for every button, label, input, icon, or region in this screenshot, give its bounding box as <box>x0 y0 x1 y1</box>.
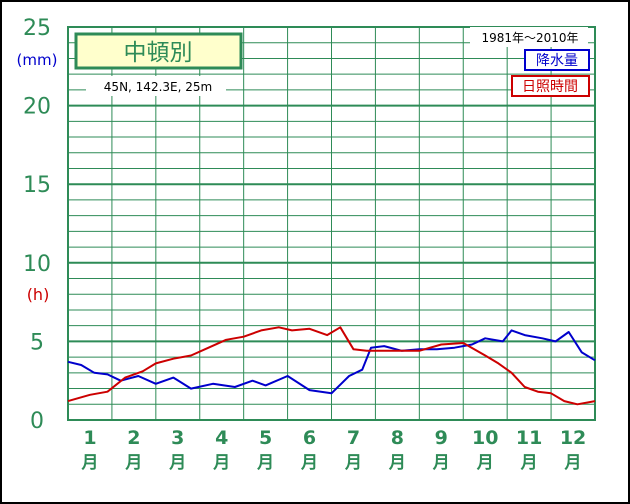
x-tick-month-suffix: 月 <box>80 453 98 473</box>
precipitation-line <box>67 329 596 395</box>
x-tick-month-number: 2 <box>127 427 140 449</box>
x-tick-month-number: 11 <box>516 427 542 449</box>
y-tick-label: 15 <box>23 173 51 198</box>
x-tick-month-number: 1 <box>83 427 96 449</box>
series-lines <box>67 326 596 406</box>
x-tick-month-number: 3 <box>171 427 184 449</box>
x-tick-month-number: 5 <box>259 427 272 449</box>
x-tick-month-suffix: 月 <box>212 453 230 473</box>
y-tick-label: 10 <box>23 252 51 277</box>
y-tick-label: 20 <box>23 95 51 120</box>
x-tick-month-number: 7 <box>347 427 360 449</box>
y-tick-label: 25 <box>23 16 51 41</box>
x-tick-month-number: 4 <box>215 427 228 449</box>
y-tick-label: 5 <box>30 330 44 355</box>
x-tick-month-number: 12 <box>560 427 586 449</box>
precip-unit-label: (mm) <box>17 51 58 69</box>
x-tick-month-suffix: 月 <box>476 453 494 473</box>
legend-precip-label: 降水量 <box>536 53 578 69</box>
x-axis-ticks: 1 月 2 月 3 月 4 月 5 月 6 月 7 月 8 月 9 月 10 月 11 月 12 月 <box>80 427 586 473</box>
x-tick-month-suffix: 月 <box>564 453 582 473</box>
x-tick-month-suffix: 月 <box>344 453 362 473</box>
legend-precip-box <box>524 49 590 71</box>
location-label: 45N, 142.3E, 25m <box>104 80 212 94</box>
x-tick-month-suffix: 月 <box>300 453 318 473</box>
period-label-bg <box>470 27 588 47</box>
sun-unit-label: (h) <box>27 285 50 304</box>
x-tick-month-suffix: 月 <box>388 453 406 473</box>
x-tick-month-number: 10 <box>472 427 498 449</box>
legend-sun-label: 日照時間 <box>522 79 578 95</box>
y-axis-ticks: 0 5 10 15 20 25 <box>23 16 51 434</box>
x-tick-month-suffix: 月 <box>432 453 450 473</box>
station-title: 中頓別 <box>124 40 193 66</box>
station-title-box <box>74 32 243 70</box>
x-tick-month-number: 6 <box>303 427 316 449</box>
x-tick-month-number: 9 <box>435 427 448 449</box>
x-tick-month-suffix: 月 <box>168 453 186 473</box>
x-tick-month-number: 8 <box>391 427 404 449</box>
chart-grid <box>67 26 596 421</box>
period-label: 1981年〜2010年 <box>481 31 578 45</box>
x-tick-month-suffix: 月 <box>256 453 274 473</box>
x-tick-month-suffix: 月 <box>124 453 142 473</box>
sunshine-line <box>67 326 596 406</box>
y-tick-label: 0 <box>30 409 44 434</box>
location-label-bg <box>86 76 226 96</box>
legend-sun-box <box>511 75 590 97</box>
x-tick-month-suffix: 月 <box>520 453 538 473</box>
